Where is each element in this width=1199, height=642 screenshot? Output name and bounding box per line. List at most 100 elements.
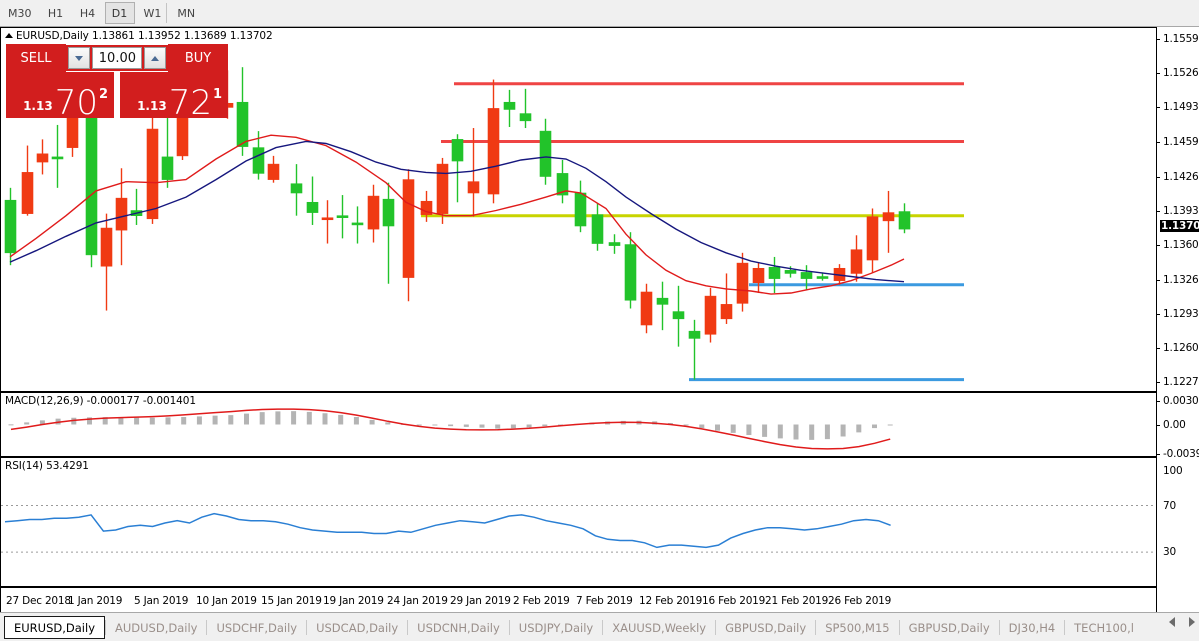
macd-histogram-bar [809,424,815,440]
macd-histogram-bar [24,422,30,425]
tab-xauusd-weekly[interactable]: XAUUSD,Weekly [612,620,707,635]
price-pane[interactable]: EURUSD,Daily 1.13861 1.13952 1.13689 1.1… [0,27,1157,392]
tab-dj30-h4[interactable]: DJ30,H4 [1008,620,1056,635]
rsi-pane[interactable]: RSI(14) 53.4291 [0,457,1157,587]
price-label: 1.15260 [1163,67,1199,80]
time-label: 2 Feb 2019 [513,595,570,607]
tab-divider [815,620,817,635]
tab-gbpusd-daily[interactable]: GBPUSD,Daily [725,620,807,635]
candle-body [85,105,98,256]
candle-body [420,200,433,215]
candle-body [556,173,569,196]
macd-histogram-bar [149,417,155,425]
candle-body [704,295,717,335]
candle-body [336,215,349,218]
tab-gbpusd-daily[interactable]: GBPUSD,Daily [908,620,990,635]
time-label: 16 Feb 2019 [702,595,766,607]
tab-divider [508,620,510,635]
volume-control[interactable]: 10.00 [66,45,168,71]
timeframe-mn[interactable]: MN [177,6,196,20]
macd-histogram-bar [275,411,281,425]
tab-tech100-l[interactable]: TECH100,l [1074,620,1134,635]
timeframe-d1[interactable]: D1 [104,2,135,24]
candle-body [146,128,159,220]
macd-histogram-bar [856,424,862,433]
macd-histogram-bar [495,424,501,429]
sell-button[interactable]: SELL [6,44,66,72]
price-scale[interactable]: 1.15590 1.15260 1.14930 1.14590 1.14260 1.139… [1157,27,1199,392]
macd-tick [1157,424,1160,426]
candle-body [574,192,587,227]
time-label: 19 Jan 2019 [323,595,384,607]
candle-body [784,270,797,274]
one-click-trading-panel[interactable]: SELL 10.00 BUY 1.13 70 2 [6,44,228,118]
candle-body [467,181,480,194]
price-label: 1.13260 [1163,273,1199,286]
price-label: 1.13930 [1163,204,1199,217]
volume-increase-button[interactable] [144,47,166,69]
sell-price-fraction: 2 [98,87,108,102]
macd-pane[interactable]: MACD(12,26,9) -0.000177 -0.001401 [0,392,1157,457]
tab-audusd-daily[interactable]: AUDUSD,Daily [115,620,198,635]
candle-body [688,330,701,339]
macd-histogram-bar [322,413,328,425]
timeframe-h4[interactable]: H4 [79,6,96,20]
candle-body [866,216,879,261]
rsi-scale: 100 70 30 [1157,457,1199,587]
tab-eurusd-daily[interactable]: EURUSD,Daily [4,616,105,639]
macd-histogram-bar [181,417,187,425]
tab-usdchf-daily[interactable]: USDCHF,Daily [216,620,298,635]
tab-divider [1064,620,1066,635]
toolbar-divider [166,3,167,23]
buy-price-tile[interactable]: 1.13 72 1 [120,72,228,118]
tab-usdcnh-daily[interactable]: USDCNH,Daily [417,620,500,635]
tab-divider [898,620,900,635]
chart-tabs: EURUSD,Daily AUDUSD,Daily USDCHF,Daily USDC… [0,613,1143,642]
macd-histogram-bar [8,424,14,426]
macd-histogram-bar [259,412,265,425]
chevron-down-icon [75,55,83,61]
candle-body [503,101,516,110]
chart-tab-bar: EURUSD,Daily AUDUSD,Daily USDCHF,Daily USDC… [0,612,1199,641]
scroll-left-icon[interactable] [1169,617,1175,627]
tab-divider [602,620,604,635]
timeframe-m30[interactable]: M30 [8,6,32,20]
macd-histogram-bar [683,424,689,426]
macd-histogram-bar [196,416,202,425]
volume-input[interactable]: 10.00 [92,47,142,69]
price-tick [1157,313,1160,315]
macd-histogram-bar [102,417,108,425]
macd-title: MACD(12,26,9) -0.000177 -0.001401 [5,395,196,407]
candle-body [640,291,653,326]
candle-body [519,113,532,122]
macd-histogram-bar [526,424,532,428]
candle-body [624,244,637,301]
candle-body [100,227,113,267]
tab-sp500-m15[interactable]: SP500,M15 [825,620,890,635]
timeframe-h1[interactable]: H1 [47,6,64,20]
sell-price-tile[interactable]: 1.13 70 2 [6,72,114,118]
current-price-label: 1.13702 [1160,220,1199,233]
tab-usdjpy-daily[interactable]: USDJPY,Daily [518,620,594,635]
volume-decrease-button[interactable] [68,47,90,69]
chart-area[interactable]: EURUSD,Daily 1.13861 1.13952 1.13689 1.1… [0,27,1199,612]
scroll-right-icon[interactable] [1189,617,1195,627]
timeframe-w1[interactable]: W1 [143,6,162,20]
candle-body [451,139,464,162]
macd-histogram-bar [715,424,720,431]
chevron-up-icon [151,55,159,61]
tab-divider [206,620,208,635]
macd-histogram-bar [87,417,92,425]
time-label: 29 Jan 2019 [450,595,511,607]
price-label: 1.15590 [1163,33,1199,46]
price-candlestick-svg [4,57,964,382]
tab-scroll-controls[interactable] [1169,617,1195,627]
macd-histogram-bar [134,417,140,425]
time-axis[interactable]: 27 Dec 2018 1 Jan 2019 5 Jan 2019 10 Jan 20… [0,587,1157,612]
price-tick [1157,107,1160,109]
sell-price-main: 70 [54,83,98,118]
tab-usdcad-daily[interactable]: USDCAD,Daily [316,620,399,635]
macd-histogram-bar [872,424,877,429]
buy-button[interactable]: BUY [168,44,228,72]
macd-histogram-bar [463,424,469,427]
